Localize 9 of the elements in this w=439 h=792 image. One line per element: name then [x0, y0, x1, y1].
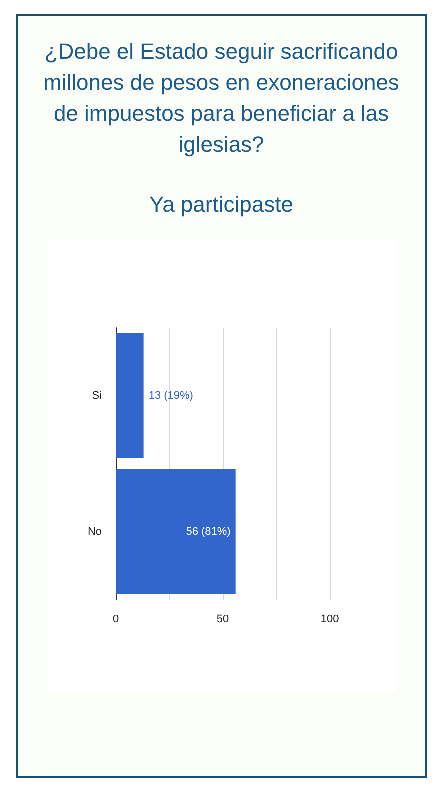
y-tick-label: Si [92, 390, 102, 402]
x-tick-label: 0 [112, 614, 120, 626]
x-tick-label: 50 [216, 614, 230, 626]
chart-subtitle: Ya participaste [148, 192, 294, 218]
y-tick-label: No [88, 526, 102, 538]
data-label: 13 (19%) [148, 390, 194, 402]
x-tick-label: 100 [320, 614, 340, 626]
data-label: 56 (81%) [186, 526, 231, 538]
chart-title: ¿Debe el Estado seguir sacrificando millones de pesos en exoneraciones de impuestos para beneficiar a las iglesias? [42, 38, 400, 159]
